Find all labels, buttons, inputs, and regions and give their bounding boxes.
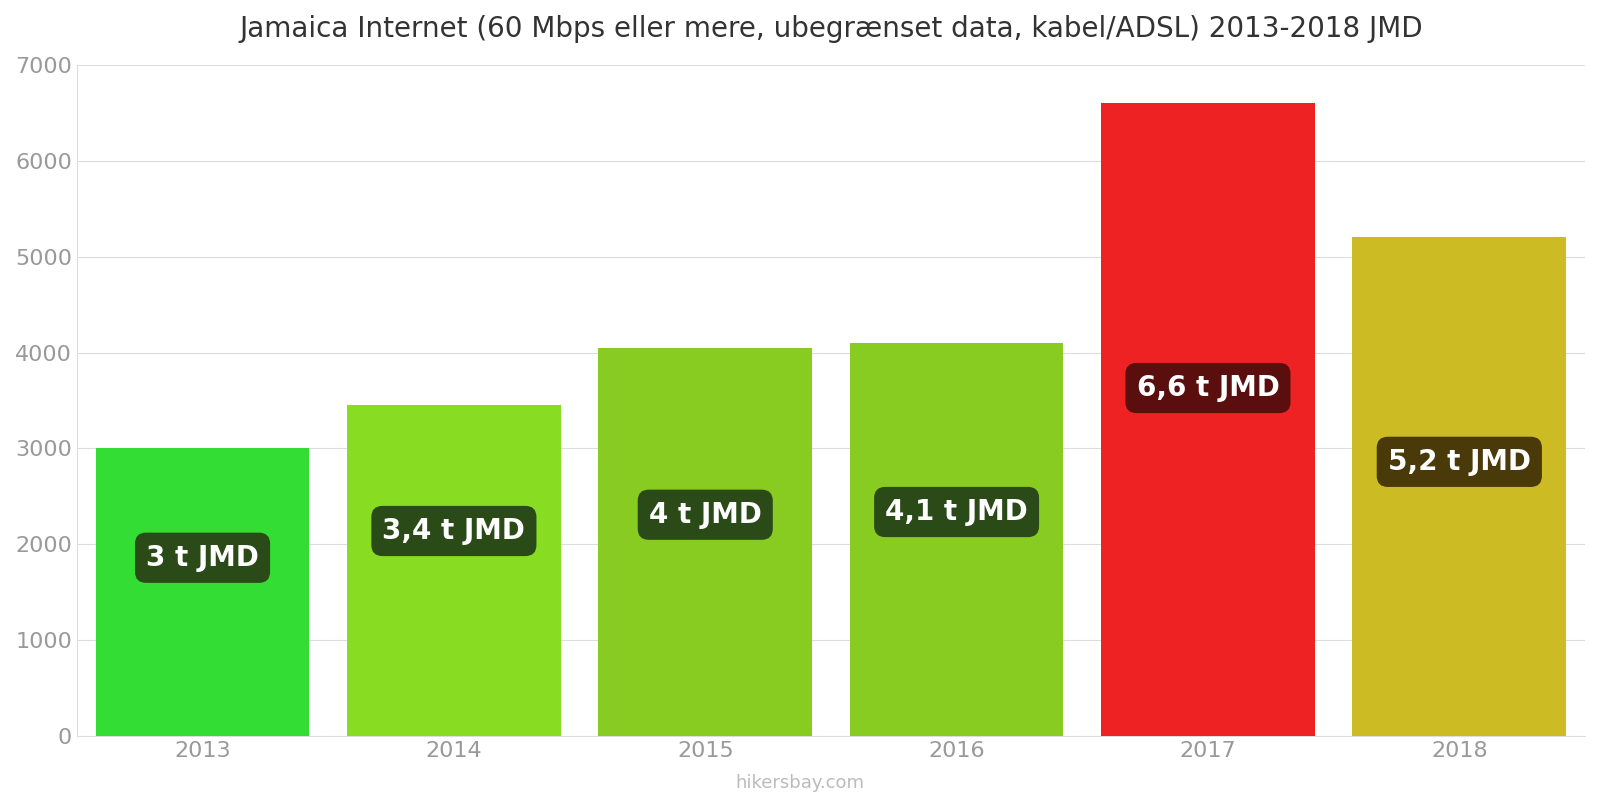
Bar <box>1352 238 1566 736</box>
Text: 6,6 t JMD: 6,6 t JMD <box>1136 374 1280 402</box>
Text: hikersbay.com: hikersbay.com <box>736 774 864 792</box>
Text: 4 t JMD: 4 t JMD <box>650 501 762 529</box>
Text: 5,2 t JMD: 5,2 t JMD <box>1387 448 1531 476</box>
Bar <box>850 343 1064 736</box>
Bar <box>1101 103 1315 736</box>
Title: Jamaica Internet (60 Mbps eller mere, ubegrænset data, kabel/ADSL) 2013-2018 JMD: Jamaica Internet (60 Mbps eller mere, ub… <box>238 15 1422 43</box>
Bar <box>96 449 309 736</box>
Bar <box>598 348 813 736</box>
Bar <box>347 406 560 736</box>
Text: 3,4 t JMD: 3,4 t JMD <box>382 517 525 545</box>
Text: 4,1 t JMD: 4,1 t JMD <box>885 498 1027 526</box>
Text: 3 t JMD: 3 t JMD <box>146 544 259 572</box>
